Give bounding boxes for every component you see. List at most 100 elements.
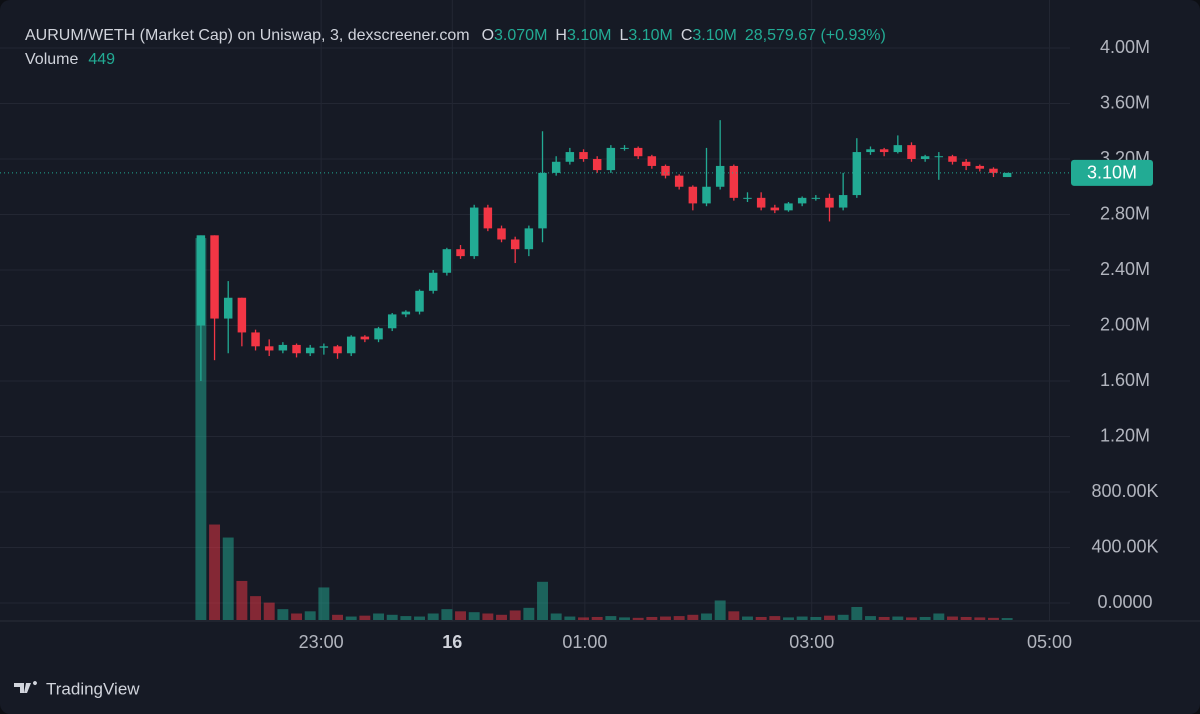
volume-bar — [892, 616, 904, 620]
volume-bar — [468, 612, 480, 620]
volume-bar — [373, 613, 384, 620]
ohlc-value: 3.10M — [567, 27, 611, 44]
candle-body — [456, 249, 465, 257]
volume-bar — [660, 616, 671, 620]
candle-layer — [196, 120, 1012, 381]
volume-bar — [304, 611, 316, 620]
volume-bar — [632, 617, 644, 620]
candle-body — [633, 147, 643, 157]
volume-bar — [496, 614, 507, 620]
volume-bar — [865, 616, 876, 620]
volume-bar — [878, 616, 890, 620]
volume-bar — [906, 617, 917, 620]
candle-body — [825, 197, 834, 208]
volume-bar — [960, 616, 972, 620]
y-tick-label: 400.00K — [1091, 536, 1158, 556]
candle-body — [483, 207, 493, 229]
volume-bar — [578, 617, 589, 620]
candle-body — [879, 149, 889, 153]
volume-bar — [824, 615, 835, 620]
last-price-badge — [1071, 159, 1153, 186]
volume-bar — [441, 609, 453, 620]
volume-bar — [482, 613, 494, 620]
volume-bar — [386, 614, 398, 620]
ohlc-key: O — [482, 27, 494, 44]
volume-bar — [742, 616, 753, 620]
axes: 0.0000 400.00K 800.00K 1.20M 1.60M 2.00M 2.40M… — [0, 37, 1159, 652]
candle-body — [374, 328, 383, 340]
candle-body — [251, 332, 260, 347]
y-tick-label: 3.60M — [1100, 92, 1150, 112]
candle-body — [223, 297, 233, 319]
volume-bar — [988, 617, 999, 620]
volume-label: Volume — [25, 51, 78, 68]
last-price-label: 3.10M — [1087, 163, 1137, 183]
volume-bar — [359, 615, 371, 620]
volume-bar — [605, 616, 617, 620]
volume-layer — [195, 238, 1013, 620]
candle-body — [264, 346, 274, 351]
y-tick-label: 4.00M — [1100, 37, 1150, 57]
volume-bar — [318, 587, 330, 620]
candle-body — [278, 344, 288, 351]
volume-bar — [291, 613, 303, 620]
candle-body — [866, 149, 875, 153]
candle-body — [565, 152, 575, 162]
candle-body — [210, 235, 219, 319]
candle-body — [934, 156, 944, 158]
candle-body — [538, 172, 547, 229]
y-tick-label: 1.20M — [1100, 425, 1150, 445]
volume-bar — [947, 616, 958, 620]
volume-bar — [222, 537, 234, 620]
candle-body — [579, 152, 588, 159]
candle-body — [196, 235, 206, 326]
grid — [0, 0, 1070, 621]
volume-bar — [755, 616, 767, 620]
candle-body — [811, 197, 821, 199]
candle-body — [661, 165, 670, 176]
ohlc-value: 3.070M — [494, 27, 547, 44]
candle-body — [838, 195, 848, 208]
candle-body — [688, 186, 698, 204]
candle-body — [961, 161, 971, 166]
volume-bar — [851, 606, 863, 620]
volume-bar — [919, 616, 931, 620]
volume-value: 449 — [88, 51, 115, 68]
candle-body — [797, 197, 807, 204]
volume-bar — [523, 607, 535, 620]
candle-body — [387, 314, 397, 329]
chart-title: AURUM/WETH (Market Cap) on Uniswap, 3, d… — [25, 27, 470, 44]
volume-bar — [769, 616, 781, 620]
candle-body — [428, 272, 438, 291]
volume-bar — [277, 609, 289, 620]
volume-bar — [591, 616, 603, 620]
candle-body — [319, 346, 329, 348]
ohlc-key: H — [555, 27, 567, 44]
brand-name: TradingView — [46, 679, 140, 698]
volume-bar — [796, 616, 808, 620]
candle-body — [333, 346, 342, 354]
brand-logo — [14, 681, 37, 693]
x-tick-label: 16 — [442, 632, 462, 652]
y-tick-label: 800.00K — [1091, 481, 1158, 501]
volume-bar — [263, 602, 275, 620]
candle-body — [292, 344, 301, 354]
volume-bar — [455, 611, 466, 620]
volume-bar — [974, 617, 986, 620]
ohlc-key: C — [681, 27, 693, 44]
candle-body — [442, 249, 452, 273]
volume-bar — [550, 613, 562, 620]
candle-body — [497, 228, 506, 240]
candle-body — [743, 197, 752, 199]
candle-body — [756, 197, 766, 208]
volume-bar — [250, 596, 262, 620]
candle-body — [975, 165, 985, 169]
volume-bar — [728, 611, 740, 620]
y-tick-label: 2.80M — [1100, 203, 1150, 223]
candle-body — [415, 290, 424, 312]
candle-body — [606, 147, 616, 171]
candle-body — [620, 147, 629, 149]
candle-body — [907, 145, 916, 159]
candle-body — [989, 168, 998, 173]
